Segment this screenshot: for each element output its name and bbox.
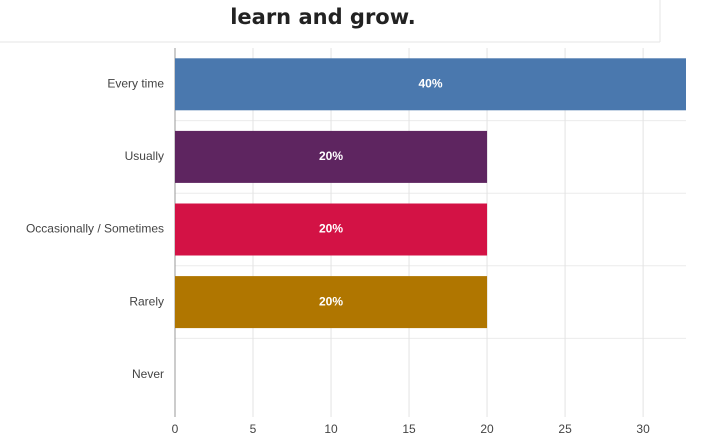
- x-tick-label: 10: [324, 422, 338, 436]
- y-tick-label: Occasionally / Sometimes: [26, 222, 164, 236]
- value-label: 20%: [319, 294, 343, 308]
- bar: [175, 276, 488, 329]
- x-tick-label: 0: [172, 422, 179, 436]
- y-tick-label: Rarely: [129, 294, 164, 308]
- x-tick-label: 15: [402, 422, 416, 436]
- y-tick-label: Usually: [125, 149, 164, 163]
- y-tick-label: Never: [132, 367, 164, 381]
- value-label: 40%: [418, 76, 442, 90]
- value-label: 20%: [319, 222, 343, 236]
- bar: [175, 203, 488, 256]
- x-tick-label: 25: [558, 422, 572, 436]
- chart-title: learn and grow.: [230, 5, 416, 29]
- x-tick-label: 5: [250, 422, 257, 436]
- bar: [175, 130, 488, 183]
- y-tick-label: Every time: [107, 76, 164, 90]
- x-tick-label: 20: [480, 422, 494, 436]
- value-label: 20%: [319, 149, 343, 163]
- x-tick-label: 30: [636, 422, 650, 436]
- bar: [175, 58, 686, 111]
